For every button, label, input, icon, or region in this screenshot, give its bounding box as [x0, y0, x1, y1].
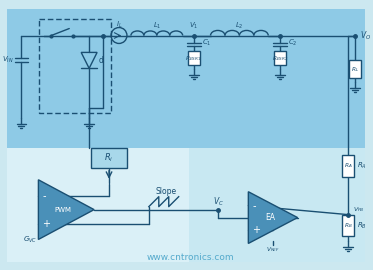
Text: $V_O$: $V_O$ — [360, 29, 371, 42]
Text: $L_2$: $L_2$ — [235, 21, 244, 31]
Text: $V_{FB}$: $V_{FB}$ — [353, 205, 364, 214]
Text: $V_{IN}$: $V_{IN}$ — [2, 55, 13, 66]
Text: -: - — [252, 201, 256, 211]
Text: $C_2$: $C_2$ — [288, 37, 298, 48]
Text: $G_{VC}$: $G_{VC}$ — [23, 234, 38, 245]
Text: $R_i$: $R_i$ — [104, 152, 114, 164]
Text: $R_A$: $R_A$ — [357, 161, 367, 171]
Text: $R_B$: $R_B$ — [344, 221, 352, 230]
Text: $R_{ESR1}$: $R_{ESR1}$ — [185, 54, 202, 63]
Bar — [342, 155, 354, 177]
Text: $L_1$: $L_1$ — [153, 21, 161, 31]
Text: $R_L$: $R_L$ — [351, 65, 359, 74]
Text: EA: EA — [265, 213, 275, 222]
Bar — [7, 148, 365, 262]
Text: -: - — [43, 191, 46, 201]
Text: d: d — [99, 56, 104, 65]
Text: Slope: Slope — [155, 187, 176, 196]
Bar — [188, 51, 200, 65]
Text: $V_{REF}$: $V_{REF}$ — [266, 245, 280, 254]
Text: +: + — [43, 218, 50, 228]
Bar — [349, 60, 361, 78]
Text: $I_L$: $I_L$ — [116, 19, 122, 30]
Text: $R_A$: $R_A$ — [344, 161, 352, 170]
Text: $V_C$: $V_C$ — [213, 195, 224, 208]
Text: $C_1$: $C_1$ — [201, 37, 211, 48]
Polygon shape — [38, 180, 94, 239]
Text: $R_{ESR2}$: $R_{ESR2}$ — [272, 54, 288, 63]
Bar — [7, 9, 365, 148]
Bar — [40, 19, 111, 113]
Bar — [274, 51, 286, 65]
Bar — [342, 215, 354, 237]
Bar — [189, 148, 365, 262]
Bar — [91, 148, 127, 168]
Text: $V_1$: $V_1$ — [189, 21, 198, 31]
Polygon shape — [248, 192, 298, 244]
Text: +: + — [252, 225, 260, 235]
Text: PWM: PWM — [55, 207, 72, 212]
Text: $R_B$: $R_B$ — [357, 220, 367, 231]
Text: www.cntronics.com: www.cntronics.com — [147, 253, 235, 262]
